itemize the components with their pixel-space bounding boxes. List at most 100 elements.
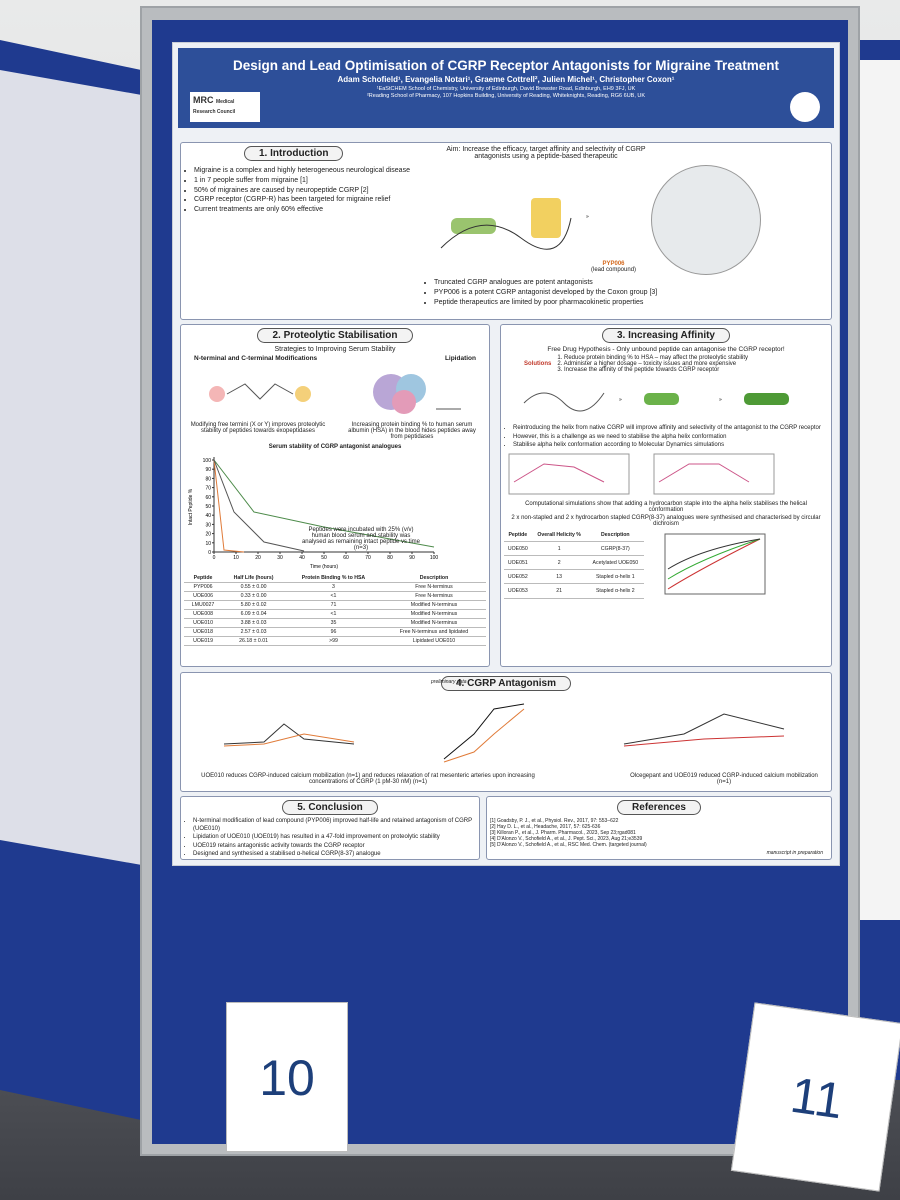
structures xyxy=(184,362,486,420)
simulation-plots xyxy=(508,453,775,494)
solutions: Solutions 1. Reduce protein binding % to… xyxy=(524,355,828,373)
helicity-row: Peptide Overall Helicity % Description UOE0… xyxy=(504,528,828,599)
table-cell: 13 xyxy=(531,569,587,585)
subtitle: Strategies to Improving Serum Stability xyxy=(274,346,396,353)
cd-spectra xyxy=(664,533,766,594)
table-cell: 3.88 ± 0.03 xyxy=(222,618,286,628)
header-row: Peptide Half Life (hours) Protein Binding … xyxy=(184,574,486,583)
table-cell: UOE019 xyxy=(184,636,223,646)
table-cell: Free N-terminus xyxy=(381,582,486,592)
serum-chart: Time (hours) Intact Peptide % 0 10 20 30 40 5… xyxy=(188,457,439,570)
y-tick-label: 90 xyxy=(205,467,211,473)
list-item: 3. Increase the affinity of the peptide … xyxy=(557,367,720,373)
header-cell: Description xyxy=(586,528,644,543)
x-tick-label: 100 xyxy=(430,555,439,561)
table-row: UOE018 2.57 ± 0.03 96 Free N-terminus and l… xyxy=(184,627,486,637)
mrc-logo: MRC Medical Research Council xyxy=(190,92,260,122)
x-tick-label: 20 xyxy=(255,555,261,561)
table-row: UOE008 6.09 ± 0.04 <1 Modified N-terminus xyxy=(184,609,486,619)
header-cell: Peptide xyxy=(504,528,532,543)
table-cell: Modified N-terminus xyxy=(381,618,486,628)
caption: UOE010 reduces CGRP-induced calcium mobi… xyxy=(201,773,535,785)
table-cell: Lipidated UOE010 xyxy=(381,636,486,646)
y-tick-label: 50 xyxy=(205,504,211,510)
table-cell: 0.55 ± 0.00 xyxy=(222,582,286,592)
table-cell: PYP006 xyxy=(184,582,223,592)
section-heading: References xyxy=(617,800,701,815)
x-axis-label: Time (hours) xyxy=(310,564,338,570)
header-cell: Description xyxy=(381,574,486,583)
table-row: LMU0027 5.80 ± 0.02 71 Modified N-terminus xyxy=(184,600,486,610)
y-axis-label: Intact Peptide % xyxy=(188,488,194,525)
x-tick-label: 10 xyxy=(233,555,239,561)
header-cell: Overall Helicity % xyxy=(531,528,587,543)
university-crest xyxy=(790,92,820,122)
list-item: 1. Reduce protein binding % to HSA – may… xyxy=(557,355,749,361)
affinity-section: 3. Increasing Affinity Free Drug Hypothe… xyxy=(500,324,832,667)
structure xyxy=(372,373,461,414)
chart-note: Peptides were incubated with 25% (v/v) h… xyxy=(301,527,421,551)
y-tick-label: 100 xyxy=(203,458,212,464)
table-row: PYP006 0.55 ± 0.00 3 Free N-terminus xyxy=(184,582,486,592)
list-item: UOE019 retains antagonistic activity tow… xyxy=(193,843,476,851)
svg-text:»: » xyxy=(719,397,722,403)
list-item: PYP006 is a potent CGRP antagonist devel… xyxy=(434,289,825,298)
list-item: [2] Hay D. L., et al., Headache, 2017, 5… xyxy=(490,824,601,830)
left-poster xyxy=(0,70,160,869)
x-tick-label: 90 xyxy=(409,555,415,561)
caption: Modifying free termini (X or Y) improves… xyxy=(190,422,326,434)
logo-text: MRC xyxy=(193,95,214,105)
table-cell: 71 xyxy=(285,600,382,610)
title-banner: Design and Lead Optimisation of CGRP Rec… xyxy=(178,48,834,128)
solution-list: 1. Reduce protein binding % to HSA – may… xyxy=(557,355,748,373)
intro-section: 1. Introduction Migraine is a complex an… xyxy=(180,142,832,320)
table-cell: Free N-terminus xyxy=(381,591,486,601)
diagram: » xyxy=(440,198,589,250)
svg-text:»: » xyxy=(619,397,622,403)
y-tick-label: 30 xyxy=(205,522,211,528)
board-number: 10 xyxy=(226,1002,348,1152)
curve xyxy=(213,459,245,553)
lead-label: PYP006 (lead compound) xyxy=(591,261,636,273)
table-cell: Modified N-terminus xyxy=(381,609,486,619)
affiliation: ¹EaStCHEM School of Chemistry, Universit… xyxy=(376,86,636,92)
antagonism-section: 4. CGRP Antagonism preliminary data UOE0… xyxy=(180,672,832,792)
serum-table: Peptide Half Life (hours) Protein Binding … xyxy=(184,574,486,646)
table-cell: UOE052 xyxy=(504,569,532,585)
header-cell: Half Life (hours) xyxy=(222,574,286,583)
svg-text:»: » xyxy=(586,214,589,220)
table-cell: 5.80 ± 0.02 xyxy=(222,600,286,610)
bullet-list: Migraine is a complex and highly heterog… xyxy=(185,167,425,215)
x-tick-label: 0 xyxy=(213,555,216,561)
y-tick-label: 20 xyxy=(205,532,211,538)
table-row: UOE050 1 CGRP(8-37) xyxy=(504,541,644,557)
curve xyxy=(213,459,435,548)
intro-right: Truncated CGRP analogues are potent anta… xyxy=(425,277,825,309)
table-row: UOE019 26.18 ± 0.01 >99 Lipidated UOE010 xyxy=(184,636,486,646)
section-heading: 3. Increasing Affinity xyxy=(602,328,730,343)
list-item: N-terminal modification of lead compound… xyxy=(193,818,476,833)
section-heading: 1. Introduction xyxy=(244,146,344,161)
list-item: Stabilise alpha helix conformation accor… xyxy=(513,442,828,450)
list-item: [3] Killoran P., et al., J. Pharm. Pharm… xyxy=(490,830,636,836)
table-cell: 96 xyxy=(285,627,382,637)
table-cell: UOE008 xyxy=(184,609,223,619)
structure xyxy=(208,382,311,402)
table-cell: Free N-terminus and lipidated xyxy=(381,627,486,637)
conclusion-section: 5. Conclusion N-terminal modification of… xyxy=(180,796,480,860)
list-item: Truncated CGRP analogues are potent anta… xyxy=(434,279,825,288)
label: N-terminal and C-terminal Modifications xyxy=(194,355,318,362)
table-cell: 3 xyxy=(285,582,382,592)
table-cell: <1 xyxy=(285,609,382,619)
section-heading: 2. Proteolytic Stabilisation xyxy=(257,328,413,343)
list-item: CGRP receptor (CGRP-R) has been targeted… xyxy=(194,196,425,205)
y-tick-label: 60 xyxy=(205,495,211,501)
chart-title: Serum stability of CGRP antagonist analo… xyxy=(268,444,402,450)
table-cell: UOE050 xyxy=(504,541,532,557)
curve xyxy=(213,459,305,552)
note: preliminary data xyxy=(431,679,467,685)
list-item: Current treatments are only 60% effectiv… xyxy=(194,206,425,215)
helix-diagram: »» xyxy=(523,392,789,412)
table-cell: 0.33 ± 0.00 xyxy=(222,591,286,601)
note: manuscript in preparation xyxy=(766,850,823,856)
